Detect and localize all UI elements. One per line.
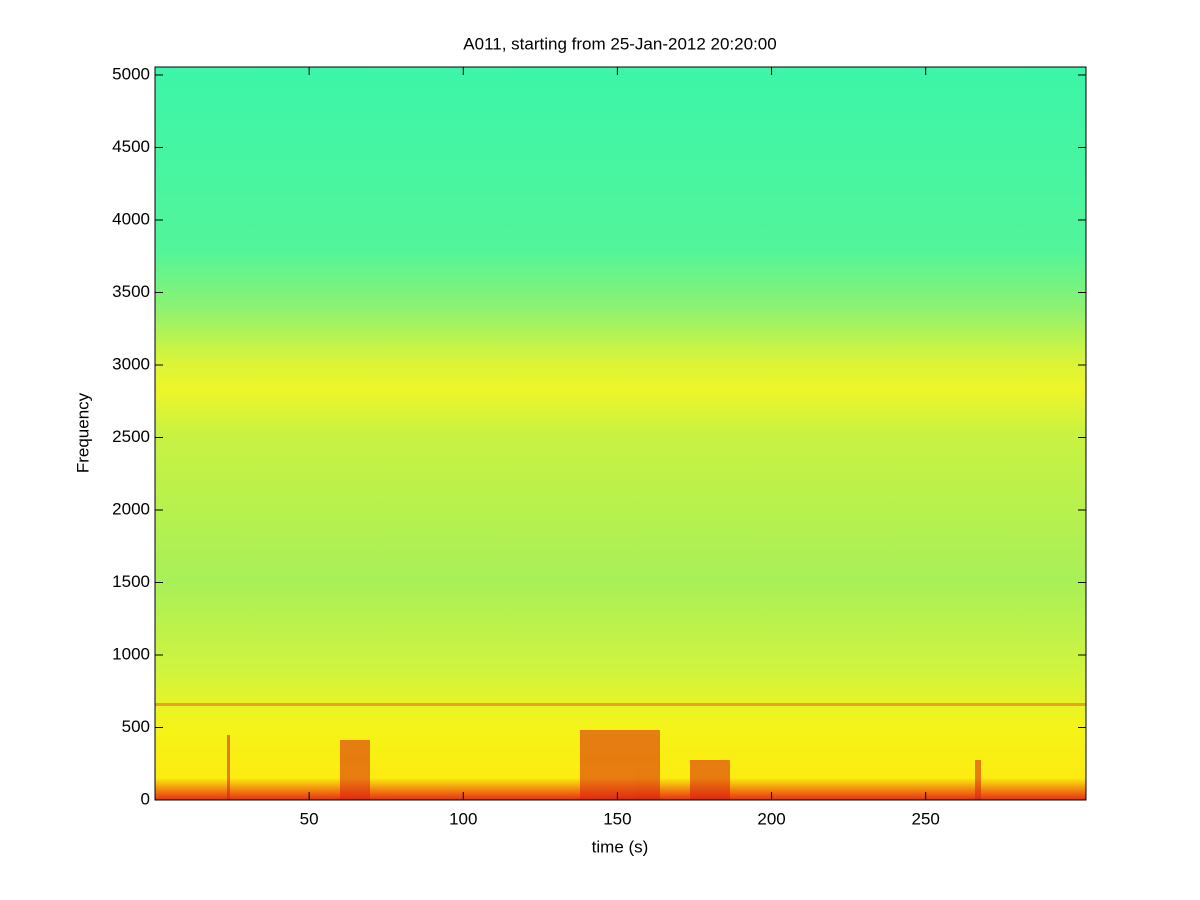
chart-title: A011, starting from 25-Jan-2012 20:20:00 <box>463 34 776 53</box>
y-tick-label: 0 <box>141 789 150 808</box>
y-tick-label: 1000 <box>112 644 150 663</box>
x-axis-label: time (s) <box>592 837 649 856</box>
y-tick-label: 5000 <box>112 64 150 83</box>
x-tick-label: 100 <box>449 809 477 828</box>
y-axis-label: Frequency <box>73 392 92 473</box>
y-tick-label: 3000 <box>112 354 150 373</box>
spectrogram-image <box>155 67 1086 800</box>
x-tick-label: 250 <box>912 809 940 828</box>
x-tick-label: 150 <box>603 809 631 828</box>
y-tick-label: 2500 <box>112 427 150 446</box>
y-tick-label: 4500 <box>112 137 150 156</box>
y-tick-label: 1500 <box>112 572 150 591</box>
y-tick-label: 500 <box>122 717 150 736</box>
x-tick-label: 200 <box>757 809 785 828</box>
plot-frame <box>154 66 1087 801</box>
x-tick-label: 50 <box>300 809 319 828</box>
y-tick-label: 4000 <box>112 209 150 228</box>
red-streaks <box>155 703 1086 800</box>
y-tick-label: 3500 <box>112 282 150 301</box>
y-tick-label: 2000 <box>112 499 150 518</box>
